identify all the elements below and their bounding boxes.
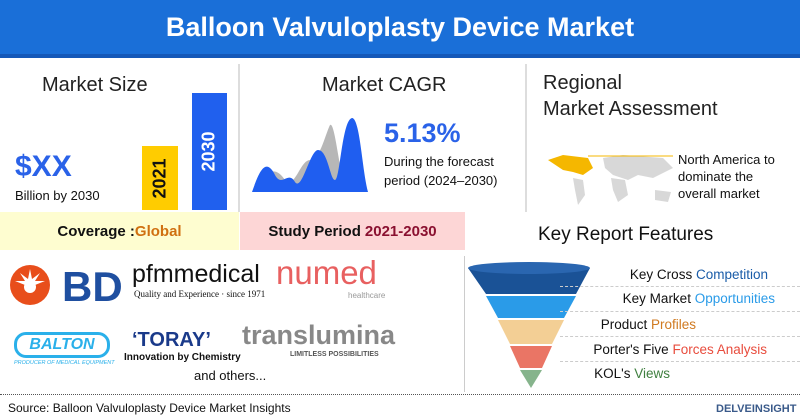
- regional-text-1: North America to: [678, 152, 775, 167]
- bd-logo-icon: [10, 265, 50, 305]
- numed-tagline: healthcare: [348, 291, 386, 300]
- divider: [525, 64, 527, 212]
- row-divider: [560, 311, 800, 312]
- divider: [238, 64, 240, 212]
- funnel-layer-4: [510, 346, 552, 368]
- divider: [464, 256, 465, 392]
- balton-logo: BALTON: [14, 332, 110, 358]
- balton-tagline: PRODUCER OF MEDICAL EQUIPMENT: [14, 360, 115, 366]
- feature-4: Porter's Five Forces Analysis: [593, 342, 767, 357]
- coverage-strip: Coverage : Global: [0, 212, 239, 250]
- features-title: Key Report Features: [538, 224, 714, 245]
- funnel-layer-1: [468, 268, 590, 294]
- pfm-tagline: Quality and Experience · since 1971: [134, 289, 266, 299]
- regional-title-2: Market Assessment: [543, 98, 718, 120]
- world-map-icon: [548, 155, 673, 205]
- feature-2: Key Market Opportunities: [622, 291, 775, 306]
- translumina-logo: translumina: [242, 320, 396, 350]
- funnel-layer-5: [520, 370, 542, 388]
- feature-1: Key Cross Competition: [629, 267, 768, 282]
- regional-text-2: dominate the: [678, 169, 754, 184]
- row-divider: [560, 286, 800, 287]
- study-period-value: 2021-2030: [364, 222, 437, 240]
- page-title: Balloon Valvuloplasty Device Market: [165, 11, 635, 42]
- market-size-value: $XX: [15, 150, 72, 183]
- bd-logo: BD: [62, 263, 123, 310]
- market-size-unit: Billion by 2030: [15, 188, 100, 203]
- bar-2030-label: 2030: [199, 131, 220, 172]
- regional-text-3: overall market: [678, 186, 760, 201]
- toray-logo: ‘TORAY’: [132, 329, 211, 351]
- cagr-desc-2: period (2024–2030): [384, 173, 498, 188]
- regional-title-1: Regional: [543, 72, 622, 94]
- cagr-desc-1: During the forecast: [384, 154, 494, 169]
- footer-divider: [0, 394, 800, 395]
- feature-3: Product Profiles: [600, 317, 696, 332]
- numed-logo: numed: [276, 254, 377, 291]
- funnel-layer-2: [486, 296, 576, 318]
- coverage-label: Coverage :: [57, 222, 135, 240]
- bar-2021: 2021: [142, 146, 178, 210]
- feature-5: KOL's Views: [594, 366, 670, 381]
- row-divider: [560, 361, 800, 362]
- row-divider: [560, 336, 800, 337]
- bar-2021-label: 2021: [149, 157, 170, 199]
- translumina-tagline: LIMITLESS POSSIBILITIES: [290, 351, 379, 358]
- bar-2030: 2030: [192, 93, 227, 210]
- study-period-strip: Study Period 2021-2030: [240, 212, 465, 250]
- wave-chart-icon: [252, 118, 368, 192]
- market-size-title: Market Size: [42, 74, 148, 96]
- header-banner: Balloon Valvuloplasty Device Market: [0, 0, 800, 58]
- coverage-value: Global: [134, 222, 182, 240]
- funnel-layer-3: [498, 320, 564, 344]
- toray-tagline: Innovation by Chemistry: [124, 352, 241, 363]
- delveinsight-logo: DELVEINSIGHT: [716, 403, 797, 415]
- market-cagr-title: Market CAGR: [322, 74, 447, 96]
- source-text: Source: Balloon Valvuloplasty Device Mar…: [8, 401, 291, 415]
- pfm-logo: pfmmedical: [132, 260, 260, 288]
- funnel-diagram: [468, 262, 590, 388]
- cagr-value: 5.13%: [384, 118, 461, 148]
- study-period-label: Study Period: [268, 222, 361, 240]
- others-text: and others...: [194, 368, 267, 383]
